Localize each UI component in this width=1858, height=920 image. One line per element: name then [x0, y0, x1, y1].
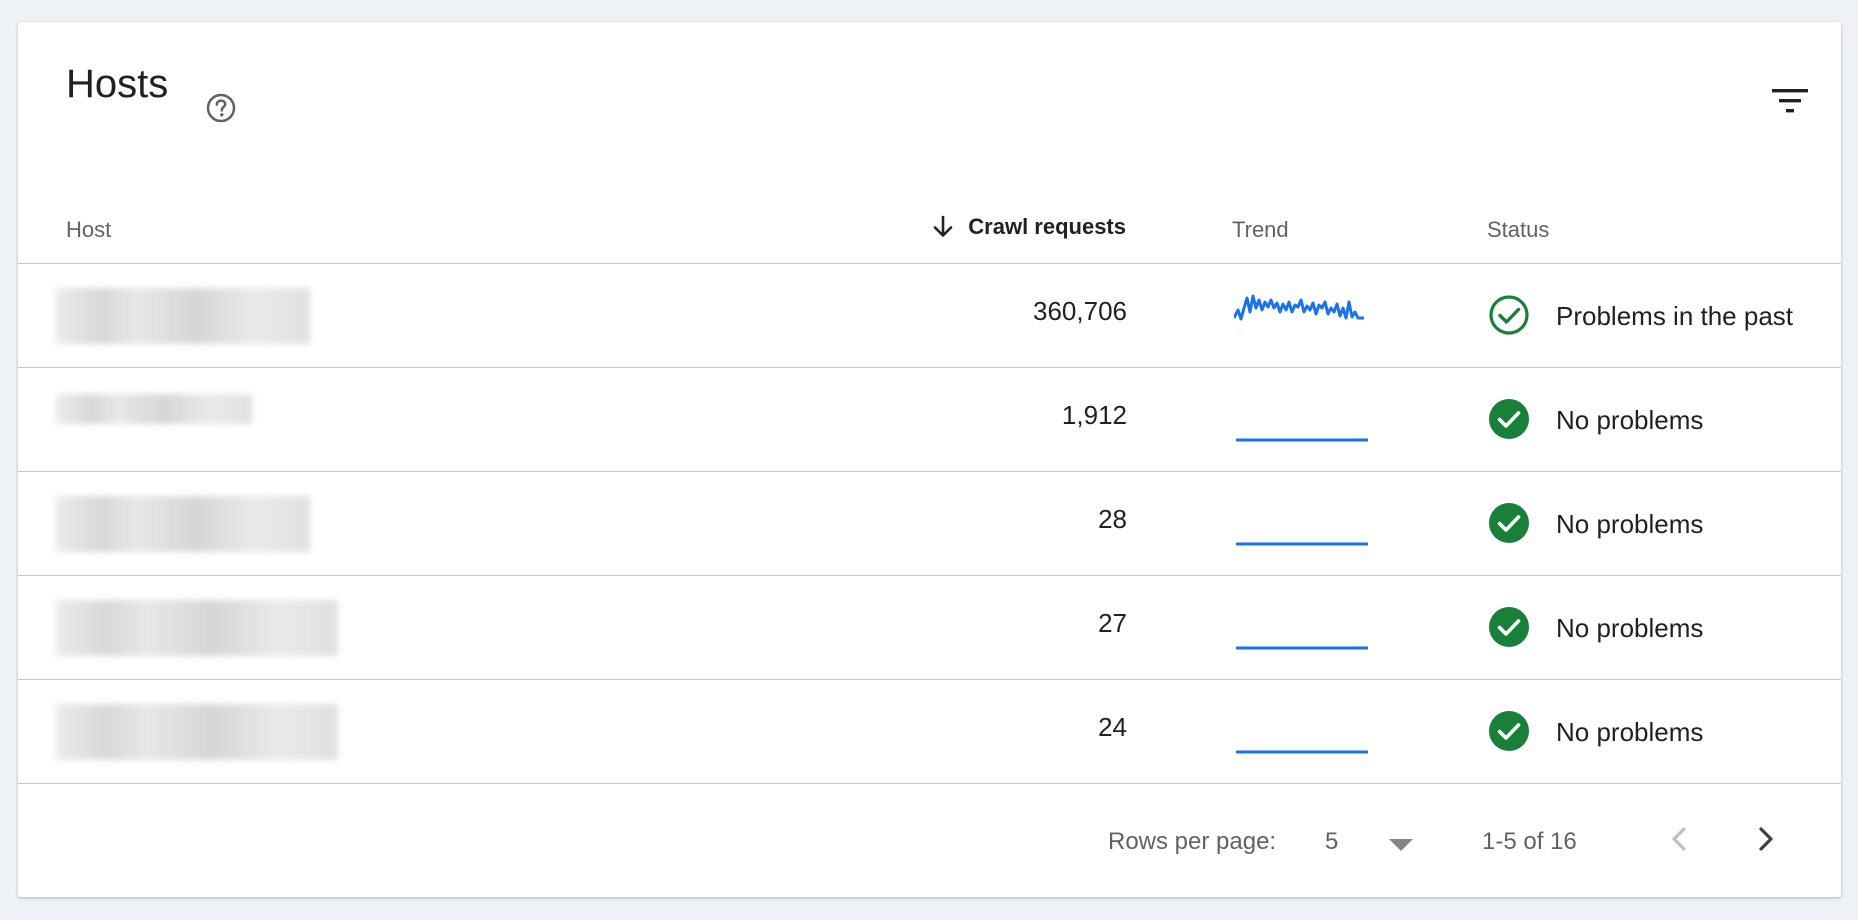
dropdown-arrow-icon[interactable]: [1386, 831, 1416, 857]
rows-per-page-label: Rows per page:: [1108, 828, 1277, 855]
host-name-redacted[interactable]: [56, 600, 338, 656]
trend-sparkline: [1236, 750, 1368, 754]
crawl-requests-value: 1,912: [1061, 400, 1127, 430]
hosts-card: Hosts Host Crawl requests Trend Status 3…: [18, 22, 1841, 897]
column-header-trend: Trend: [1232, 217, 1289, 242]
check-circle-filled-icon: [1489, 399, 1529, 439]
filter-icon[interactable]: [1770, 86, 1810, 118]
status-label: Problems in the past: [1556, 301, 1794, 331]
column-header-host[interactable]: Host: [66, 217, 112, 242]
trend-sparkline: [1236, 542, 1368, 546]
rows-per-page-value[interactable]: 5: [1325, 828, 1339, 855]
status-label: No problems: [1556, 509, 1704, 539]
host-name-redacted[interactable]: [56, 704, 338, 760]
pagination-range: 1-5 of 16: [1482, 828, 1577, 855]
trend-sparkline: [1236, 646, 1368, 650]
check-circle-filled-icon: [1489, 711, 1529, 751]
check-circle-outline-icon: [1489, 295, 1529, 335]
help-circle-icon[interactable]: [205, 92, 237, 124]
host-name-redacted[interactable]: [56, 496, 310, 552]
table-row[interactable]: 27 No problems: [18, 575, 1841, 679]
table-row[interactable]: 360,706 Problems in the past: [18, 263, 1841, 367]
check-circle-filled-icon: [1489, 503, 1529, 543]
chevron-left-icon[interactable]: [1660, 818, 1700, 860]
crawl-requests-value: 28: [1098, 504, 1127, 534]
trend-sparkline: [1236, 438, 1368, 442]
table-row[interactable]: 28 No problems: [18, 471, 1841, 575]
crawl-requests-value: 360,706: [1033, 296, 1127, 326]
column-header-crawl-requests[interactable]: Crawl requests: [930, 214, 1126, 240]
column-header-crawl-requests-label: Crawl requests: [968, 214, 1126, 239]
table-row[interactable]: 24 No problems: [18, 679, 1841, 784]
chevron-right-icon[interactable]: [1745, 818, 1785, 860]
status-label: No problems: [1556, 405, 1704, 435]
crawl-requests-value: 27: [1098, 608, 1127, 638]
trend-sparkline: [1234, 294, 1364, 321]
host-name-redacted[interactable]: [56, 288, 310, 344]
status-label: No problems: [1556, 717, 1704, 747]
table-row[interactable]: 1,912 No problems: [18, 367, 1841, 471]
arrow-down-icon: [933, 215, 953, 237]
column-header-status[interactable]: Status: [1487, 217, 1550, 242]
status-label: No problems: [1556, 613, 1704, 643]
check-circle-filled-icon: [1489, 607, 1529, 647]
card-title: Hosts: [66, 62, 169, 106]
host-name-redacted[interactable]: [56, 394, 252, 424]
crawl-requests-value: 24: [1098, 712, 1127, 742]
